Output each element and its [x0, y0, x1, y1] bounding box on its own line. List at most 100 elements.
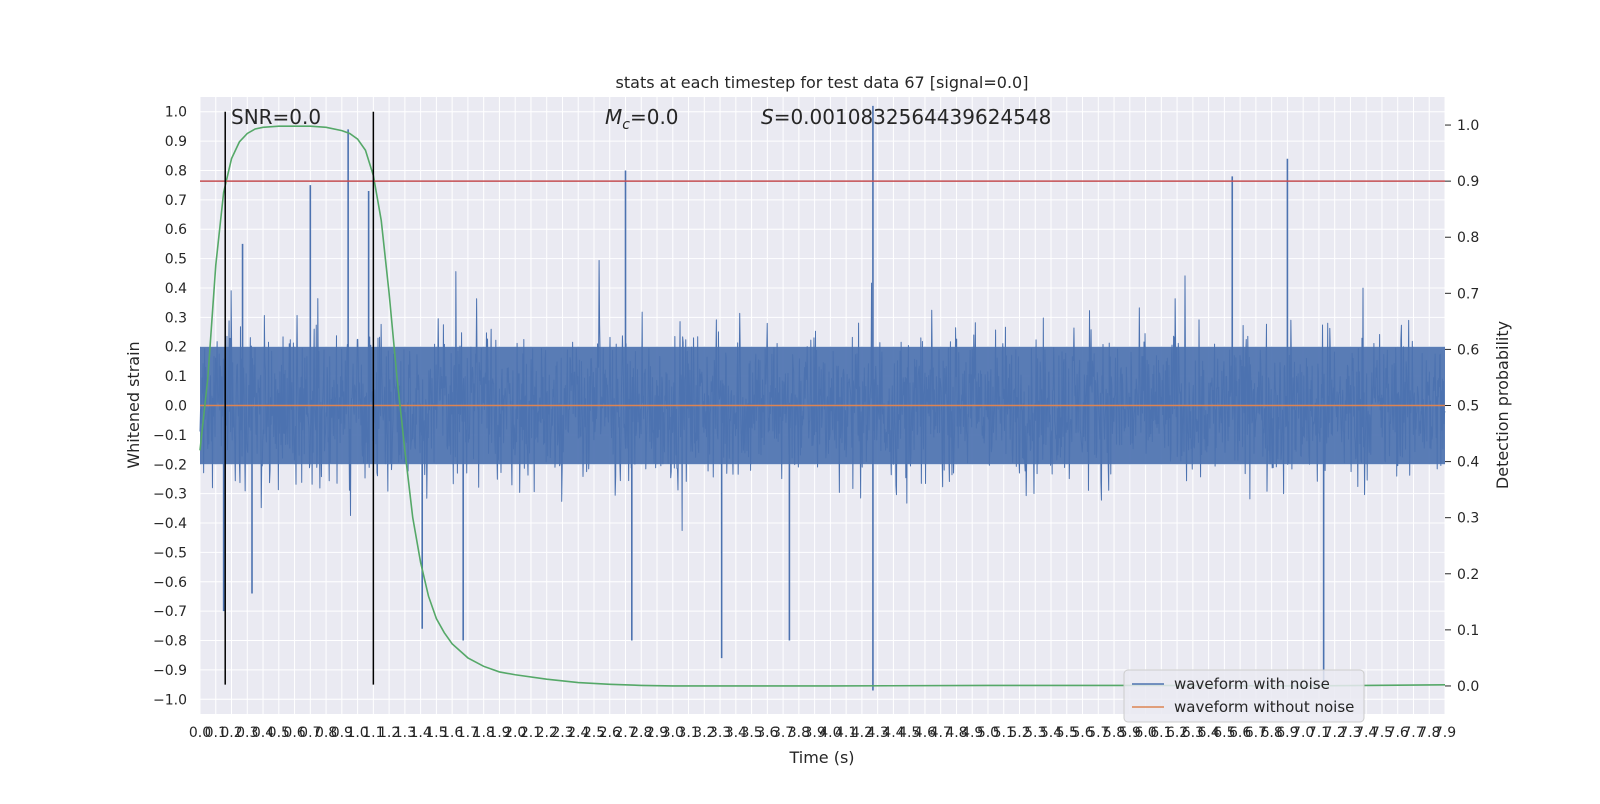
y-axis-label-left: Whitened strain [124, 341, 143, 468]
x-tick-label: 1.3 [394, 725, 416, 741]
y-tick-label-left: 0.9 [165, 134, 187, 150]
mc-value: =0.0 [630, 105, 679, 129]
x-tick-label: 2.0 [504, 725, 526, 741]
x-tick-label: 7.1 [1308, 725, 1330, 741]
y-tick-label-left: 0.0 [165, 399, 187, 415]
x-tick-label: 3.8 [788, 725, 810, 741]
x-tick-label: 1.2 [378, 725, 400, 741]
y-tick-label-left: 0.6 [165, 222, 187, 238]
y-tick-label-left: 0.1 [165, 369, 187, 385]
x-tick-label: 6.0 [1134, 725, 1156, 741]
line-series [199, 125, 1446, 687]
x-tick-label: 5.9 [1119, 725, 1141, 741]
y-tick-label-right: 0.3 [1457, 511, 1479, 527]
y-tick-label-left: −0.1 [153, 428, 187, 444]
legend-label-clean: waveform without noise [1174, 698, 1354, 716]
x-tick-label: 3.2 [693, 725, 715, 741]
x-axis-label: Time (s) [788, 748, 854, 767]
y-tick-label-left: 0.2 [165, 340, 187, 356]
x-tick-label: 1.9 [488, 725, 510, 741]
x-tick-label: 0.7 [299, 725, 321, 741]
x-tick-label: 5.0 [977, 725, 999, 741]
x-tick-label: 5.8 [1103, 725, 1125, 741]
x-tick-label: 6.3 [1182, 725, 1204, 741]
y-tick-label-right: 0.9 [1457, 174, 1479, 190]
chirp-mass-annotation: Mc=0.0 [605, 105, 679, 133]
x-tick-label: 4.7 [930, 725, 952, 741]
x-tick-label: 4.8 [945, 725, 967, 741]
x-tick-label: 6.6 [1229, 725, 1251, 741]
x-tick-label: 7.2 [1324, 725, 1346, 741]
y-tick-label-left: 0.5 [165, 252, 187, 268]
x-tick-label: 7.9 [1434, 725, 1456, 741]
x-tick-label: 1.0 [346, 725, 368, 741]
x-tick-label: 1.4 [410, 725, 432, 741]
x-tick-label: 3.6 [756, 725, 778, 741]
y-tick-label-right: 0.8 [1457, 230, 1479, 246]
x-tick-label: 6.1 [1150, 725, 1172, 741]
x-tick-label: 0.3 [236, 725, 258, 741]
x-tick-label: 6.5 [1213, 725, 1235, 741]
x-tick-label: 3.9 [803, 725, 825, 741]
x-tick-label: 1.5 [425, 725, 447, 741]
x-tick-label: 4.1 [835, 725, 857, 741]
x-tick-label: 7.3 [1339, 725, 1361, 741]
x-tick-label: 0.0 [189, 725, 211, 741]
y-tick-label-right: 0.5 [1457, 399, 1479, 415]
x-tick-label: 4.3 [867, 725, 889, 741]
x-tick-label: 2.3 [551, 725, 573, 741]
x-tick-label: 4.9 [961, 725, 983, 741]
y-tick-label-left: −0.2 [153, 457, 187, 473]
y-tick-label-right: 0.0 [1457, 679, 1479, 695]
y-tick-label-left: −1.0 [153, 692, 187, 708]
y-tick-label-left: −0.7 [153, 604, 187, 620]
x-tick-label: 2.9 [646, 725, 668, 741]
vertical-markers [224, 111, 375, 685]
mc-symbol: M [605, 105, 622, 129]
y-tick-label-right: 0.4 [1457, 455, 1479, 471]
y-tick-label-right: 0.1 [1457, 623, 1479, 639]
y-tick-label-left: −0.8 [153, 634, 187, 650]
y-tick-label-left: −0.6 [153, 575, 187, 591]
x-tick-label: 0.9 [331, 725, 353, 741]
snr-annotation: SNR=0.0 [231, 105, 321, 129]
x-tick-label: 3.3 [709, 725, 731, 741]
x-tick-label: 2.1 [520, 725, 542, 741]
x-tick-label: 0.8 [315, 725, 337, 741]
s-annotation: S=0.0010832564439624548 [761, 105, 1051, 129]
x-tick-label: 3.5 [740, 725, 762, 741]
x-tick-label: 5.6 [1071, 725, 1093, 741]
x-tick-label: 4.0 [819, 725, 841, 741]
legend: waveform with noise waveform without noi… [1123, 669, 1365, 723]
x-tick-label: 6.2 [1166, 725, 1188, 741]
s-symbol: S [761, 105, 774, 129]
x-tick-label: 7.7 [1402, 725, 1424, 741]
x-tick-label: 7.8 [1418, 725, 1440, 741]
x-tick-label: 0.2 [220, 725, 242, 741]
x-tick-label: 7.4 [1355, 725, 1377, 741]
y-tick-label-left: −0.9 [153, 663, 187, 679]
x-tick-label: 5.1 [993, 725, 1015, 741]
x-tick-label: 6.4 [1197, 725, 1219, 741]
x-tick-label: 5.2 [1008, 725, 1030, 741]
x-tick-label: 5.5 [1056, 725, 1078, 741]
x-tick-label: 3.0 [662, 725, 684, 741]
x-tick-label: 2.6 [599, 725, 621, 741]
x-tick-label: 6.9 [1276, 725, 1298, 741]
x-tick-label: 7.0 [1292, 725, 1314, 741]
x-tick-label: 2.5 [583, 725, 605, 741]
x-tick-label: 7.6 [1387, 725, 1409, 741]
x-tick-label: 0.1 [205, 725, 227, 741]
y-tick-label-left: −0.5 [153, 545, 187, 561]
x-tick-label: 4.5 [898, 725, 920, 741]
x-tick-label: 4.2 [851, 725, 873, 741]
x-tick-label: 3.4 [725, 725, 747, 741]
x-tick-label: 0.6 [283, 725, 305, 741]
x-tick-label: 5.4 [1040, 725, 1062, 741]
y-axis-label-right: Detection probability [1493, 321, 1512, 489]
x-tick-label: 2.7 [614, 725, 636, 741]
x-tick-label: 2.2 [536, 725, 558, 741]
chart-title: stats at each timestep for test data 67 … [616, 73, 1029, 92]
legend-label-noise: waveform with noise [1174, 675, 1330, 693]
